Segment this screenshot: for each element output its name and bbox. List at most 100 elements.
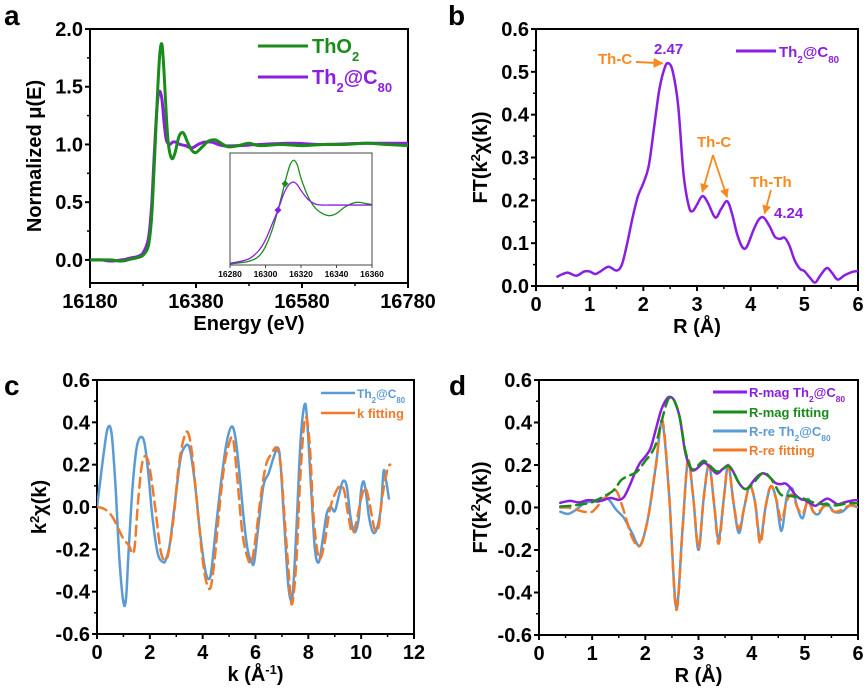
panel-letter-b: b [448, 0, 465, 31]
panel-d-y-axis-label: FT(k2χ(k)) [468, 461, 493, 553]
panel-d-x-axis-label: R (Å) [675, 663, 723, 687]
panel-c-y-tick-label: -0.2 [56, 539, 90, 561]
panel-a-x-axis-label: Energy (eV) [193, 313, 304, 335]
legend-label-th2c80: Th2@C80 [779, 44, 840, 66]
inset-x-tick-label: 16280 [218, 269, 242, 279]
panel-d-x-tick-label: 4 [746, 643, 758, 665]
panel-b-x-tick-label: 3 [691, 294, 702, 316]
panel-b-y-tick-label: 0.5 [501, 62, 529, 84]
inset-x-tick-label: 16300 [254, 269, 278, 279]
panel-a-y-axis-label: Normalized μ(E) [24, 80, 46, 232]
panel-a-legend: ThO2 Th2@C80 [258, 36, 392, 95]
panel-a-x-tick-label: 16580 [274, 291, 330, 313]
panel-c-y-axis-label: k2χ(k) [27, 480, 52, 534]
panel-d-x-tick-label: 2 [640, 643, 651, 665]
panel-b-y-tick-label: 0.3 [501, 148, 529, 170]
panel-d-series-rmag-fitting-line [559, 395, 858, 508]
annotation-arrow-th-c-first [635, 57, 664, 68]
annotation-peak-value-2-47: 2.47 [654, 41, 683, 58]
annotation-th-c-first-shell: Th-C [598, 51, 632, 68]
panel-b-x-tick-label: 5 [799, 294, 810, 316]
legend-label-th2c80: Th2@C80 [312, 67, 392, 95]
panel-b-x-tick-label: 0 [530, 294, 541, 316]
panel-letter-c: c [4, 370, 20, 401]
panel-c-x-tick-label: 10 [350, 642, 372, 664]
panel-b-y-tick-label: 0.0 [501, 276, 529, 298]
annotation-arrow-th-c-second-2 [712, 154, 729, 199]
panel-c-x-tick-label: 6 [250, 642, 261, 664]
legend-label-rmag-th2c80: R-mag Th2@C80 [749, 385, 845, 404]
annotation-peak-value-4-24: 4.24 [774, 205, 804, 222]
panel-d-y-tick-label: -0.4 [498, 583, 533, 605]
panel-b-y-axis-label: FT(k2χ(k)) [468, 111, 493, 203]
panel-a-y-tick-label: 0.5 [55, 192, 83, 214]
panel-d-y-tick-label: 0.6 [504, 370, 532, 392]
panel-b-x-tick-label: 6 [852, 294, 863, 316]
panel-b-x-tick-label: 2 [638, 294, 649, 316]
panel-a-series-tho2-line [90, 42, 408, 263]
panel-b-y-tick-label: 0.6 [501, 19, 529, 41]
annotation-th-c-second-shell: Th-C [697, 134, 731, 151]
panel-b-y-tick-label: 0.2 [501, 190, 529, 212]
panel-d-y-tick-label: 0.2 [504, 455, 532, 477]
panel-b-x-axis-label: R (Å) [673, 314, 721, 338]
panel-c-y-tick-label: -0.4 [56, 582, 91, 604]
legend-label-rre-th2c80: R-re Th2@C80 [749, 424, 831, 443]
panel-c-y-tick-label: -0.6 [56, 624, 90, 646]
panel-b-legend: Th2@C80 [736, 44, 840, 66]
panel-b-plot-frame [535, 28, 859, 287]
annotation-arrow-th-c-second-1 [700, 154, 714, 193]
panel-d-y-tick-label: 0.0 [504, 498, 532, 520]
legend-label-k-fitting: k fitting [357, 406, 404, 421]
panel-b-annotations: Th-C 2.47 Th-C Th-Th 4.24 [598, 41, 804, 222]
panel-c-x-tick-label: 4 [197, 642, 209, 664]
panel-d-y-tick-label: -0.2 [498, 540, 532, 562]
panel-c-x-tick-label: 2 [144, 642, 155, 664]
panel-a-x-tick-label: 16380 [168, 291, 224, 313]
panel-d-x-tick-label: 3 [693, 643, 704, 665]
panel-d-series-rre-fitting-line [559, 418, 858, 611]
inset-x-tick-label: 16360 [360, 269, 384, 279]
annotation-arrow-th-th [762, 189, 772, 215]
panel-c-x-axis-label: k (Å-1) [227, 662, 283, 687]
panel-c-series-k-fitting-line [97, 415, 392, 606]
panel-c-x-tick-label: 0 [91, 642, 102, 664]
panel-letter-a: a [4, 0, 20, 31]
panel-b-series-th2c80-line [556, 61, 858, 284]
panel-b-y-tick-label: 0.1 [501, 233, 529, 255]
panel-c-x-tick-label: 12 [403, 642, 425, 664]
panel-c-series-th2c80-line [97, 402, 391, 608]
inset-frame [229, 152, 373, 266]
panel-b-ft-chart: 0 1 2 3 4 5 6 0.0 0.1 0.2 0.3 0.4 0.5 0.6 R (Å) FT(k2χ(… [468, 19, 864, 338]
panel-d-x-tick-label: 6 [852, 643, 863, 665]
annotation-th-th: Th-Th [750, 174, 792, 191]
panel-d-ft-fit-chart: 0 1 2 3 4 5 6 -0.6 -0.4 -0.2 0.0 0.2 0.4 0.6 R (Å) FT(k… [468, 370, 864, 687]
panel-d-y-tick-label: -0.6 [498, 625, 532, 647]
panel-b-x-tick-label: 4 [745, 294, 757, 316]
inset-x-tick-label: 16340 [325, 269, 349, 279]
panel-a-xanes-chart: 16180 16380 16580 16780 0.0 0.5 1.0 1.5 2.0 Energ… [24, 19, 436, 335]
legend-label-th2c80: Th2@C80 [357, 387, 406, 405]
panel-d-x-tick-label: 0 [533, 643, 544, 665]
panel-a-x-tick-label: 16180 [62, 291, 118, 313]
panel-c-kspace-chart: 0 2 4 6 8 10 12 -0.6 -0.4 -0.2 0.0 0.2 0.4 0.6 k (Å-1)… [27, 370, 426, 686]
inset-edge-marker-th2c80 [274, 206, 282, 214]
inset-edge-marker-tho2 [281, 180, 289, 188]
panel-d-x-tick-label: 5 [799, 643, 810, 665]
inset-x-tick-label: 16320 [289, 269, 313, 279]
panel-c-y-tick-label: 0.2 [62, 455, 90, 477]
panel-d-y-tick-label: 0.4 [504, 413, 533, 435]
panel-a-inset: 16280 16300 16320 16340 16360 [218, 152, 384, 279]
legend-label-rmag-fitting: R-mag fitting [749, 405, 829, 420]
panel-b-y-tick-label: 0.4 [501, 105, 530, 127]
panel-letter-d: d [449, 370, 466, 401]
panel-c-y-tick-label: 0.4 [62, 412, 91, 434]
panel-c-y-tick-label: 0.6 [62, 370, 90, 392]
panel-a-y-tick-label: 0.0 [55, 250, 83, 272]
panel-a-y-tick-label: 2.0 [55, 19, 83, 41]
panel-c-x-tick-label: 8 [303, 642, 314, 664]
panel-a-y-tick-label: 1.0 [55, 134, 83, 156]
panel-a-x-tick-label: 16780 [380, 291, 436, 313]
